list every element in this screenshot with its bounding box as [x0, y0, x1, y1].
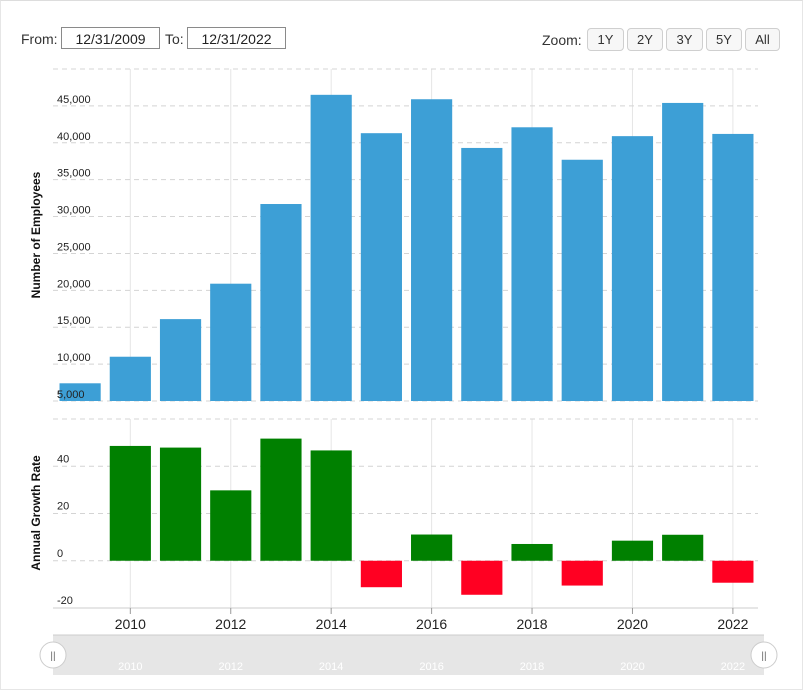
navigator-left-handle-grip: ||: [50, 651, 55, 662]
navigator-track: [53, 635, 764, 675]
growth-bar: [411, 534, 453, 561]
growth-y-tick-label: 20: [57, 501, 69, 513]
employees-y-tick-label: 5,000: [57, 389, 85, 401]
employees-bar: [611, 136, 654, 402]
employees-bar: [561, 159, 603, 401]
from-date-input[interactable]: 12/31/2009: [61, 27, 160, 49]
navigator-label: 2018: [520, 661, 544, 673]
growth-y-tick-label: -20: [57, 595, 73, 607]
range-navigator: [53, 634, 764, 675]
x-axis-tick-label: 2018: [516, 616, 547, 632]
employees-bar: [511, 127, 553, 401]
growth-axis-title: Annual Growth Rate: [29, 455, 43, 571]
employees-bar: [662, 102, 704, 401]
zoom-label: Zoom:: [542, 32, 582, 48]
growth-bar: [611, 540, 654, 561]
growth-bar: [461, 560, 503, 595]
navigator-label: 2010: [118, 661, 142, 673]
x-axis-tick-label: 2012: [215, 616, 246, 632]
range-toolbar: From: 12/31/2009 To: 12/31/2022 Zoom: 1Y…: [1, 1, 804, 61]
employees-y-tick-label: 40,000: [57, 131, 91, 143]
navigator-left-handle[interactable]: [39, 641, 67, 669]
x-axis-tick-label: 2016: [416, 616, 447, 632]
to-date-input[interactable]: 12/31/2022: [187, 27, 286, 49]
employees-bar: [59, 383, 101, 401]
employees-y-tick-label: 10,000: [57, 352, 91, 364]
navigator-label: 2022: [721, 661, 745, 673]
employees-bar: [712, 133, 754, 401]
growth-bar: [511, 543, 553, 561]
zoom-2y-button[interactable]: 2Y: [627, 28, 663, 51]
employees-bar: [210, 283, 252, 401]
growth-y-tick-label: 40: [57, 453, 69, 465]
employees-axis-title: Number of Employees: [29, 171, 43, 298]
zoom-5y-button[interactable]: 5Y: [706, 28, 742, 51]
growth-bar: [260, 438, 302, 561]
x-axis-tick-label: 2014: [316, 616, 347, 632]
navigator-label: 2020: [620, 661, 644, 673]
employees-y-tick-label: 25,000: [57, 241, 91, 253]
zoom-3y-button[interactable]: 3Y: [666, 28, 703, 51]
employees-bar: [360, 133, 402, 402]
navigator-right-handle-grip: ||: [761, 651, 766, 662]
zoom-all-button[interactable]: All: [745, 28, 780, 51]
navigator-right-handle[interactable]: [750, 641, 778, 669]
growth-bar: [662, 534, 704, 561]
growth-bar: [360, 560, 402, 588]
growth-y-tick-label: 0: [57, 548, 63, 560]
growth-bar: [210, 490, 252, 561]
from-label: From:: [21, 31, 58, 47]
x-axis-tick-label: 2022: [717, 616, 748, 632]
employees-y-tick-label: 35,000: [57, 168, 91, 180]
to-label: To:: [165, 31, 184, 47]
employees-bar: [109, 356, 151, 401]
zoom-1y-button[interactable]: 1Y: [587, 28, 624, 51]
employees-y-tick-label: 30,000: [57, 205, 91, 217]
growth-bar: [109, 445, 151, 561]
navigator-label: 2016: [419, 661, 443, 673]
employees-bar: [310, 94, 352, 402]
employees-y-tick-label: 45,000: [57, 94, 91, 106]
growth-bar: [159, 447, 202, 561]
employees-bar: [461, 147, 503, 401]
growth-bar: [712, 560, 754, 583]
employees-bar: [159, 319, 202, 401]
navigator-label: 2014: [319, 661, 343, 673]
growth-bar: [310, 450, 352, 561]
employees-y-tick-label: 20,000: [57, 278, 91, 290]
employees-bar: [260, 204, 302, 401]
employees-bar: [411, 99, 453, 401]
x-axis-tick-label: 2020: [617, 616, 648, 632]
navigator-label: 2012: [219, 661, 243, 673]
employees-y-tick-label: 15,000: [57, 315, 91, 327]
growth-bar: [561, 560, 603, 586]
x-axis-tick-label: 2010: [115, 616, 146, 632]
